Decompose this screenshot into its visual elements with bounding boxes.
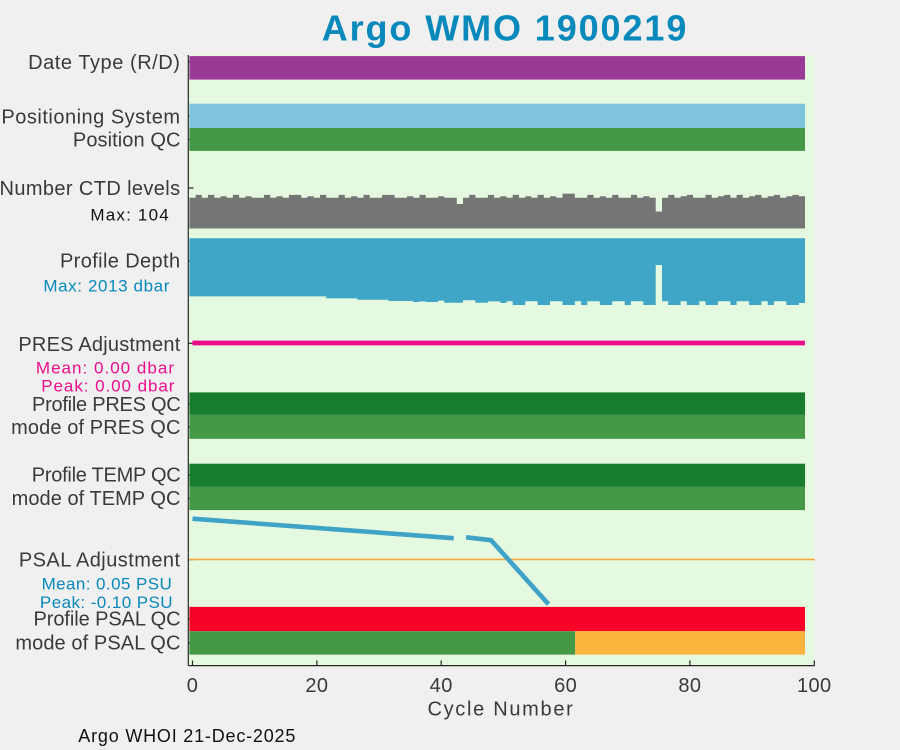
svg-text:Argo WHOI 21-Dec-2025: Argo WHOI 21-Dec-2025	[78, 726, 296, 746]
svg-text:0: 0	[187, 675, 199, 697]
svg-text:40: 40	[430, 675, 453, 697]
svg-text:Profile TEMP QC: Profile TEMP QC	[32, 465, 181, 487]
svg-text:Profile PSAL QC: Profile PSAL QC	[33, 609, 180, 631]
svg-text:mode of TEMP QC: mode of TEMP QC	[12, 488, 181, 510]
svg-text:mode of PRES QC: mode of PRES QC	[11, 417, 180, 439]
svg-text:Profile PRES QC: Profile PRES QC	[32, 394, 181, 416]
svg-text:Peak: 0.00 dbar: Peak: 0.00 dbar	[41, 377, 175, 396]
svg-text:Positioning System: Positioning System	[1, 106, 180, 128]
svg-text:20: 20	[305, 675, 328, 697]
svg-text:Position QC: Position QC	[73, 130, 181, 152]
svg-text:Argo WMO 1900219: Argo WMO 1900219	[322, 7, 689, 48]
svg-text:Cycle Number: Cycle Number	[427, 699, 574, 721]
svg-text:Date Type (R/D): Date Type (R/D)	[28, 52, 180, 74]
svg-text:100: 100	[797, 675, 832, 697]
svg-text:Number CTD levels: Number CTD levels	[0, 178, 181, 200]
svg-text:80: 80	[678, 675, 701, 697]
svg-text:PSAL Adjustment: PSAL Adjustment	[19, 550, 181, 572]
svg-text:60: 60	[554, 675, 577, 697]
svg-text:Max: 2013 dbar: Max: 2013 dbar	[43, 277, 170, 296]
svg-text:Peak: -0.10 PSU: Peak: -0.10 PSU	[40, 593, 173, 612]
svg-text:PRES Adjustment: PRES Adjustment	[18, 334, 180, 356]
svg-text:Mean: 0.05 PSU: Mean: 0.05 PSU	[42, 575, 173, 594]
svg-text:Max: 104: Max: 104	[90, 205, 170, 224]
svg-text:Mean: 0.00 dbar: Mean: 0.00 dbar	[36, 359, 175, 378]
svg-text:mode of PSAL QC: mode of PSAL QC	[15, 633, 180, 655]
svg-text:Profile Depth: Profile Depth	[60, 251, 181, 273]
